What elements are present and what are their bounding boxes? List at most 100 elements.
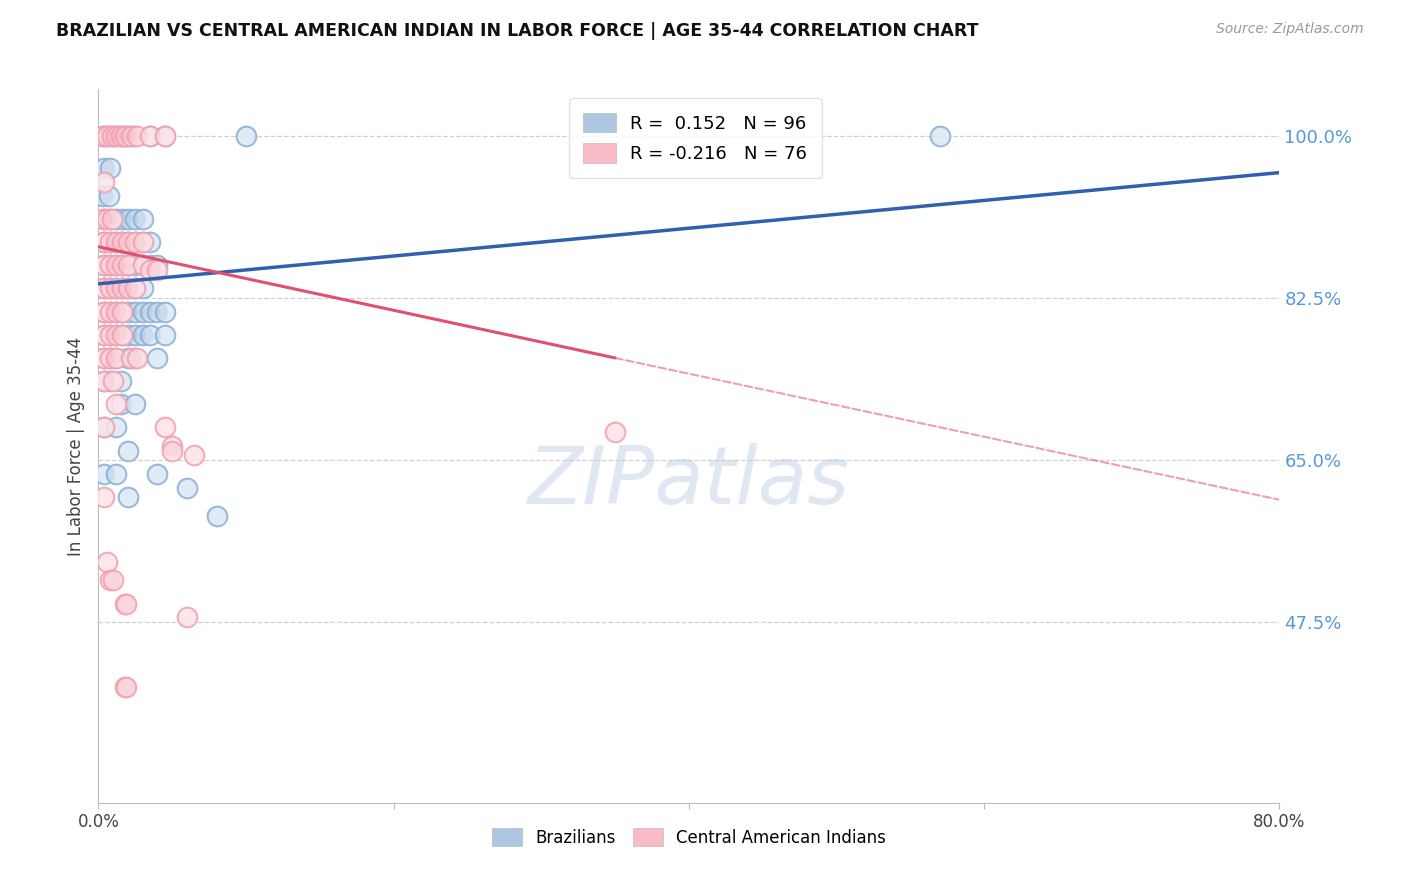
Point [98,235,121,249]
Point [117,235,139,249]
Point [111,327,134,342]
Point [114,128,136,143]
Point [132,235,155,249]
Point [132,235,155,249]
Point [98,304,121,318]
Point [103,374,125,388]
Point [114,128,136,143]
Point [111,211,134,226]
Point [98,351,121,365]
Point [132,281,155,295]
Point [103,374,125,388]
Point [928,128,950,143]
Point [105,258,128,272]
Point [111,258,134,272]
Point [93,374,115,388]
Point [139,263,162,277]
Point [124,258,146,272]
Point [93,281,115,295]
Point [111,281,134,295]
Point [111,304,134,318]
Point [98,281,121,295]
Point [110,128,132,143]
Point [124,397,146,411]
Point [105,211,128,226]
Point [98,258,121,272]
Point [162,443,183,458]
Point [105,258,128,272]
Point [205,508,228,523]
Point [96,555,118,569]
Point [100,128,122,143]
Point [124,235,146,249]
Point [205,508,228,523]
Point [111,327,134,342]
Point [111,235,134,249]
Point [100,211,122,226]
Point [124,397,146,411]
Point [176,610,198,624]
Point [91,188,114,202]
Point [98,351,121,365]
Point [105,327,128,342]
Point [98,304,121,318]
Point [93,258,115,272]
Point [105,420,128,434]
Point [117,258,139,272]
Point [98,258,121,272]
Point [124,304,146,318]
Point [105,351,128,365]
Point [153,128,176,143]
Point [98,351,121,365]
Point [132,258,155,272]
Point [96,128,118,143]
Point [111,211,134,226]
Point [93,304,115,318]
Point [146,467,169,481]
Point [132,304,155,318]
Point [124,281,146,295]
Point [98,304,121,318]
Point [110,397,132,411]
Point [98,281,121,295]
Point [105,304,128,318]
Point [93,161,115,175]
Point [117,258,139,272]
Point [105,304,128,318]
Point [97,188,120,202]
Point [139,128,162,143]
Point [93,211,115,226]
Point [120,351,142,365]
Point [124,351,146,365]
Point [153,128,176,143]
Point [153,304,176,318]
Point [105,420,128,434]
Point [117,443,139,458]
Point [162,439,183,453]
Point [93,374,115,388]
Point [96,211,118,226]
Point [118,128,141,143]
Point [105,467,128,481]
Point [93,490,115,504]
Point [114,128,136,143]
Point [125,128,148,143]
Point [139,128,162,143]
Point [125,128,148,143]
Point [117,281,139,295]
Point [146,467,169,481]
Point [105,128,128,143]
Point [162,439,183,453]
Text: ZIPatlas: ZIPatlas [527,442,851,521]
Point [93,467,115,481]
Point [111,327,134,342]
Point [139,235,162,249]
Point [146,258,169,272]
Point [98,574,121,588]
Point [93,327,115,342]
Point [105,128,128,143]
Point [93,175,115,189]
Point [98,161,121,175]
Point [98,327,121,342]
Point [93,211,115,226]
